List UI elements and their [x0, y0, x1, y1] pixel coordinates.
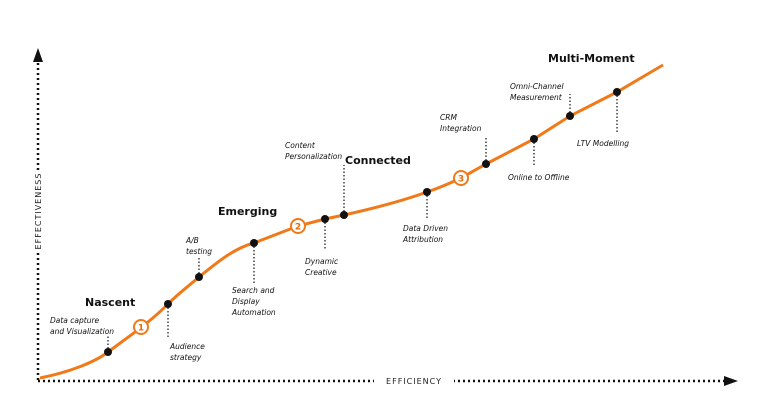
milestone-label: Integration — [440, 124, 482, 133]
step-number: 1 — [138, 324, 144, 334]
milestone-dot — [164, 300, 172, 308]
milestone-label: Audience — [169, 342, 205, 351]
milestone-label: strategy — [170, 353, 202, 362]
step-marker: 1 — [133, 319, 149, 335]
y-label-bg — [18, 170, 58, 252]
milestone-label: Content — [285, 141, 316, 150]
milestone-label: Online to Offline — [508, 173, 570, 182]
milestone-dot — [321, 215, 329, 223]
milestone-label: Attribution — [402, 235, 443, 244]
x-arrow — [724, 376, 738, 386]
milestone-label: Creative — [305, 268, 337, 277]
stage-label: Emerging — [218, 205, 277, 218]
stage-label: Multi-Moment — [548, 52, 635, 65]
y-axis-label: EFFECTIVENESS — [34, 173, 43, 250]
milestone-label: and Visualization — [50, 327, 114, 336]
step-number: 3 — [458, 175, 464, 185]
milestone-label: CRM — [440, 113, 457, 122]
milestone-label: Dynamic — [305, 257, 339, 266]
x-label-bg — [374, 374, 454, 388]
step-number: 2 — [295, 223, 301, 233]
step-marker: 2 — [290, 218, 306, 234]
milestone-dot — [423, 188, 431, 196]
milestone-dot — [482, 160, 490, 168]
y-arrow — [33, 48, 43, 62]
milestone-dot — [566, 112, 574, 120]
milestone-label: Data capture — [50, 316, 100, 325]
milestone-label: Display — [232, 297, 260, 306]
milestone-label: Omni-Channel — [510, 82, 564, 91]
milestone-label: Automation — [231, 308, 276, 317]
x-axis-label: EFFICIENCY — [386, 377, 442, 386]
milestone-dot — [613, 88, 621, 96]
milestones: Data capture and Visualization Audience str… — [50, 82, 629, 362]
step-marker: 3 — [453, 170, 469, 186]
milestone-label: LTV Modelling — [577, 139, 629, 148]
milestone-dot — [104, 348, 112, 356]
stage-label: Connected — [345, 154, 411, 167]
milestone-label: testing — [186, 247, 212, 256]
milestone-dot — [195, 273, 203, 281]
stage-label: Nascent — [85, 296, 135, 309]
milestone-dot — [530, 135, 538, 143]
milestone-dot — [250, 239, 258, 247]
milestone-label: Data Driven — [403, 224, 448, 233]
milestone-label: Personalization — [285, 152, 342, 161]
milestone-label: Search and — [232, 286, 275, 295]
milestone-dot — [340, 211, 348, 219]
milestone-label: Measurement — [510, 93, 563, 102]
milestone-label: A/B — [185, 236, 199, 245]
